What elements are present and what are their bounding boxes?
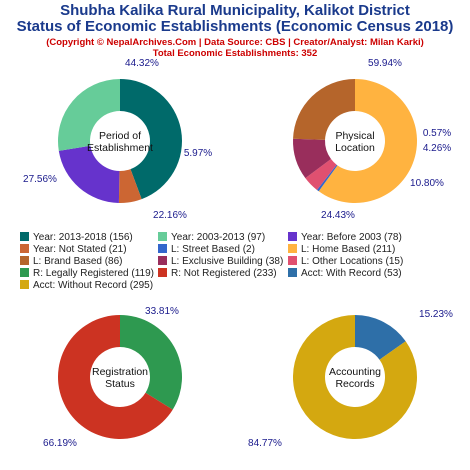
donut-chart: 59.94% 0.57% 4.26% 10.80% 24.43% PhysicalLoca… [292,58,451,221]
slice-percent-label: 84.77% [248,438,282,449]
legend-item: L: Other Locations (15) [288,256,403,268]
donut-center-label: Records [335,378,374,390]
copyright-note: (Copyright © NepalArchives.Com | Data So… [46,37,424,48]
legend-label: R: Legally Registered (119) [33,268,154,279]
pie-slice [120,315,182,410]
legend-swatch [288,256,297,265]
legend-label: Year: Not Stated (21) [33,244,127,255]
pie-slice [120,79,183,200]
pie-slice [318,79,418,203]
legend-swatch [288,244,297,253]
slice-percent-label: 10.80% [410,178,444,189]
legend-swatch [288,268,297,277]
legend-label: Year: Before 2003 (78) [301,232,402,243]
slice-percent-label: 27.56% [23,174,57,185]
legend-swatch [288,232,297,241]
legend-item: R: Not Registered (233) [158,268,277,280]
legend-swatch [20,268,29,277]
slice-percent-label: 22.16% [153,210,187,221]
donut-center-label: Status [105,378,135,390]
slice-percent-label: 44.32% [125,58,159,69]
legend-item: Year: Before 2003 (78) [288,232,402,244]
legend-item: Year: 2013-2018 (156) [20,232,133,244]
pie-slice [58,79,120,151]
legend-label: Year: 2013-2018 (156) [33,232,133,243]
legend-swatch [20,280,29,289]
slice-percent-label: 33.81% [145,306,179,317]
slice-percent-label: 5.97% [184,148,212,159]
legend-swatch [20,256,29,265]
legend: Year: 2013-2018 (156) Year: 2003-2013 (97… [0,232,470,292]
legend-item: Year: Not Stated (21) [20,244,127,256]
donut-center-label: Physical [335,130,374,142]
legend-label: L: Exclusive Building (38) [171,256,284,267]
chart-subtitle: Status of Economic Establishments (Econo… [16,18,454,35]
donut-center-label: Establishment [87,142,153,154]
pie-slice [316,164,338,192]
donut-center-label: Period of [99,130,141,142]
legend-label: Acct: Without Record (295) [33,280,154,291]
legend-label: Acct: With Record (53) [301,268,402,279]
legend-swatch [158,256,167,265]
pie-slice [293,79,355,140]
slice-percent-label: 24.43% [321,210,355,221]
legend-label: Year: 2003-2013 (97) [171,232,266,243]
legend-item: Year: 2003-2013 (97) [158,232,265,244]
legend-item: L: Street Based (2) [158,244,255,256]
legend-item: Acct: Without Record (295) [20,280,153,292]
pie-slice [57,315,173,439]
slice-percent-label: 59.94% [368,58,402,69]
total-establishments: Total Economic Establishments: 352 [152,48,318,59]
chart-title: Shubha Kalika Rural Municipality, Kaliko… [60,2,410,19]
legend-item: R: Legally Registered (119) [20,268,154,280]
legend-swatch [20,244,29,253]
legend-swatch [158,244,167,253]
legend-label: L: Street Based (2) [171,244,255,255]
pie-slice [355,315,406,360]
legend-item: L: Brand Based (86) [20,256,123,268]
pie-slice [58,145,120,203]
legend-swatch [20,232,29,241]
slice-percent-label: 0.57% [423,128,451,139]
pie-slice [118,169,142,203]
legend-swatch [158,268,167,277]
donut-chart: 44.32% 5.97% 22.16% 27.56% Period ofEstablis… [23,58,212,221]
pie-slice [305,158,337,190]
legend-label: L: Brand Based (86) [33,256,123,267]
donut-center-label: Location [335,142,375,154]
pie-slice [293,315,417,439]
legend-label: L: Home Based (211) [301,244,396,255]
legend-item: Acct: With Record (53) [288,268,402,280]
legend-swatch [158,232,167,241]
slice-percent-label: 66.19% [43,438,77,449]
legend-item: L: Exclusive Building (38) [158,256,283,268]
legend-item: L: Home Based (211) [288,244,395,256]
pie-slice [292,138,331,179]
legend-label: R: Not Registered (233) [171,268,277,279]
legend-label: L: Other Locations (15) [301,256,404,267]
donut-center-label: Accounting [329,366,381,378]
slice-percent-label: 15.23% [419,309,453,320]
donut-center-label: Registration [92,366,148,378]
slice-percent-label: 4.26% [423,143,451,154]
